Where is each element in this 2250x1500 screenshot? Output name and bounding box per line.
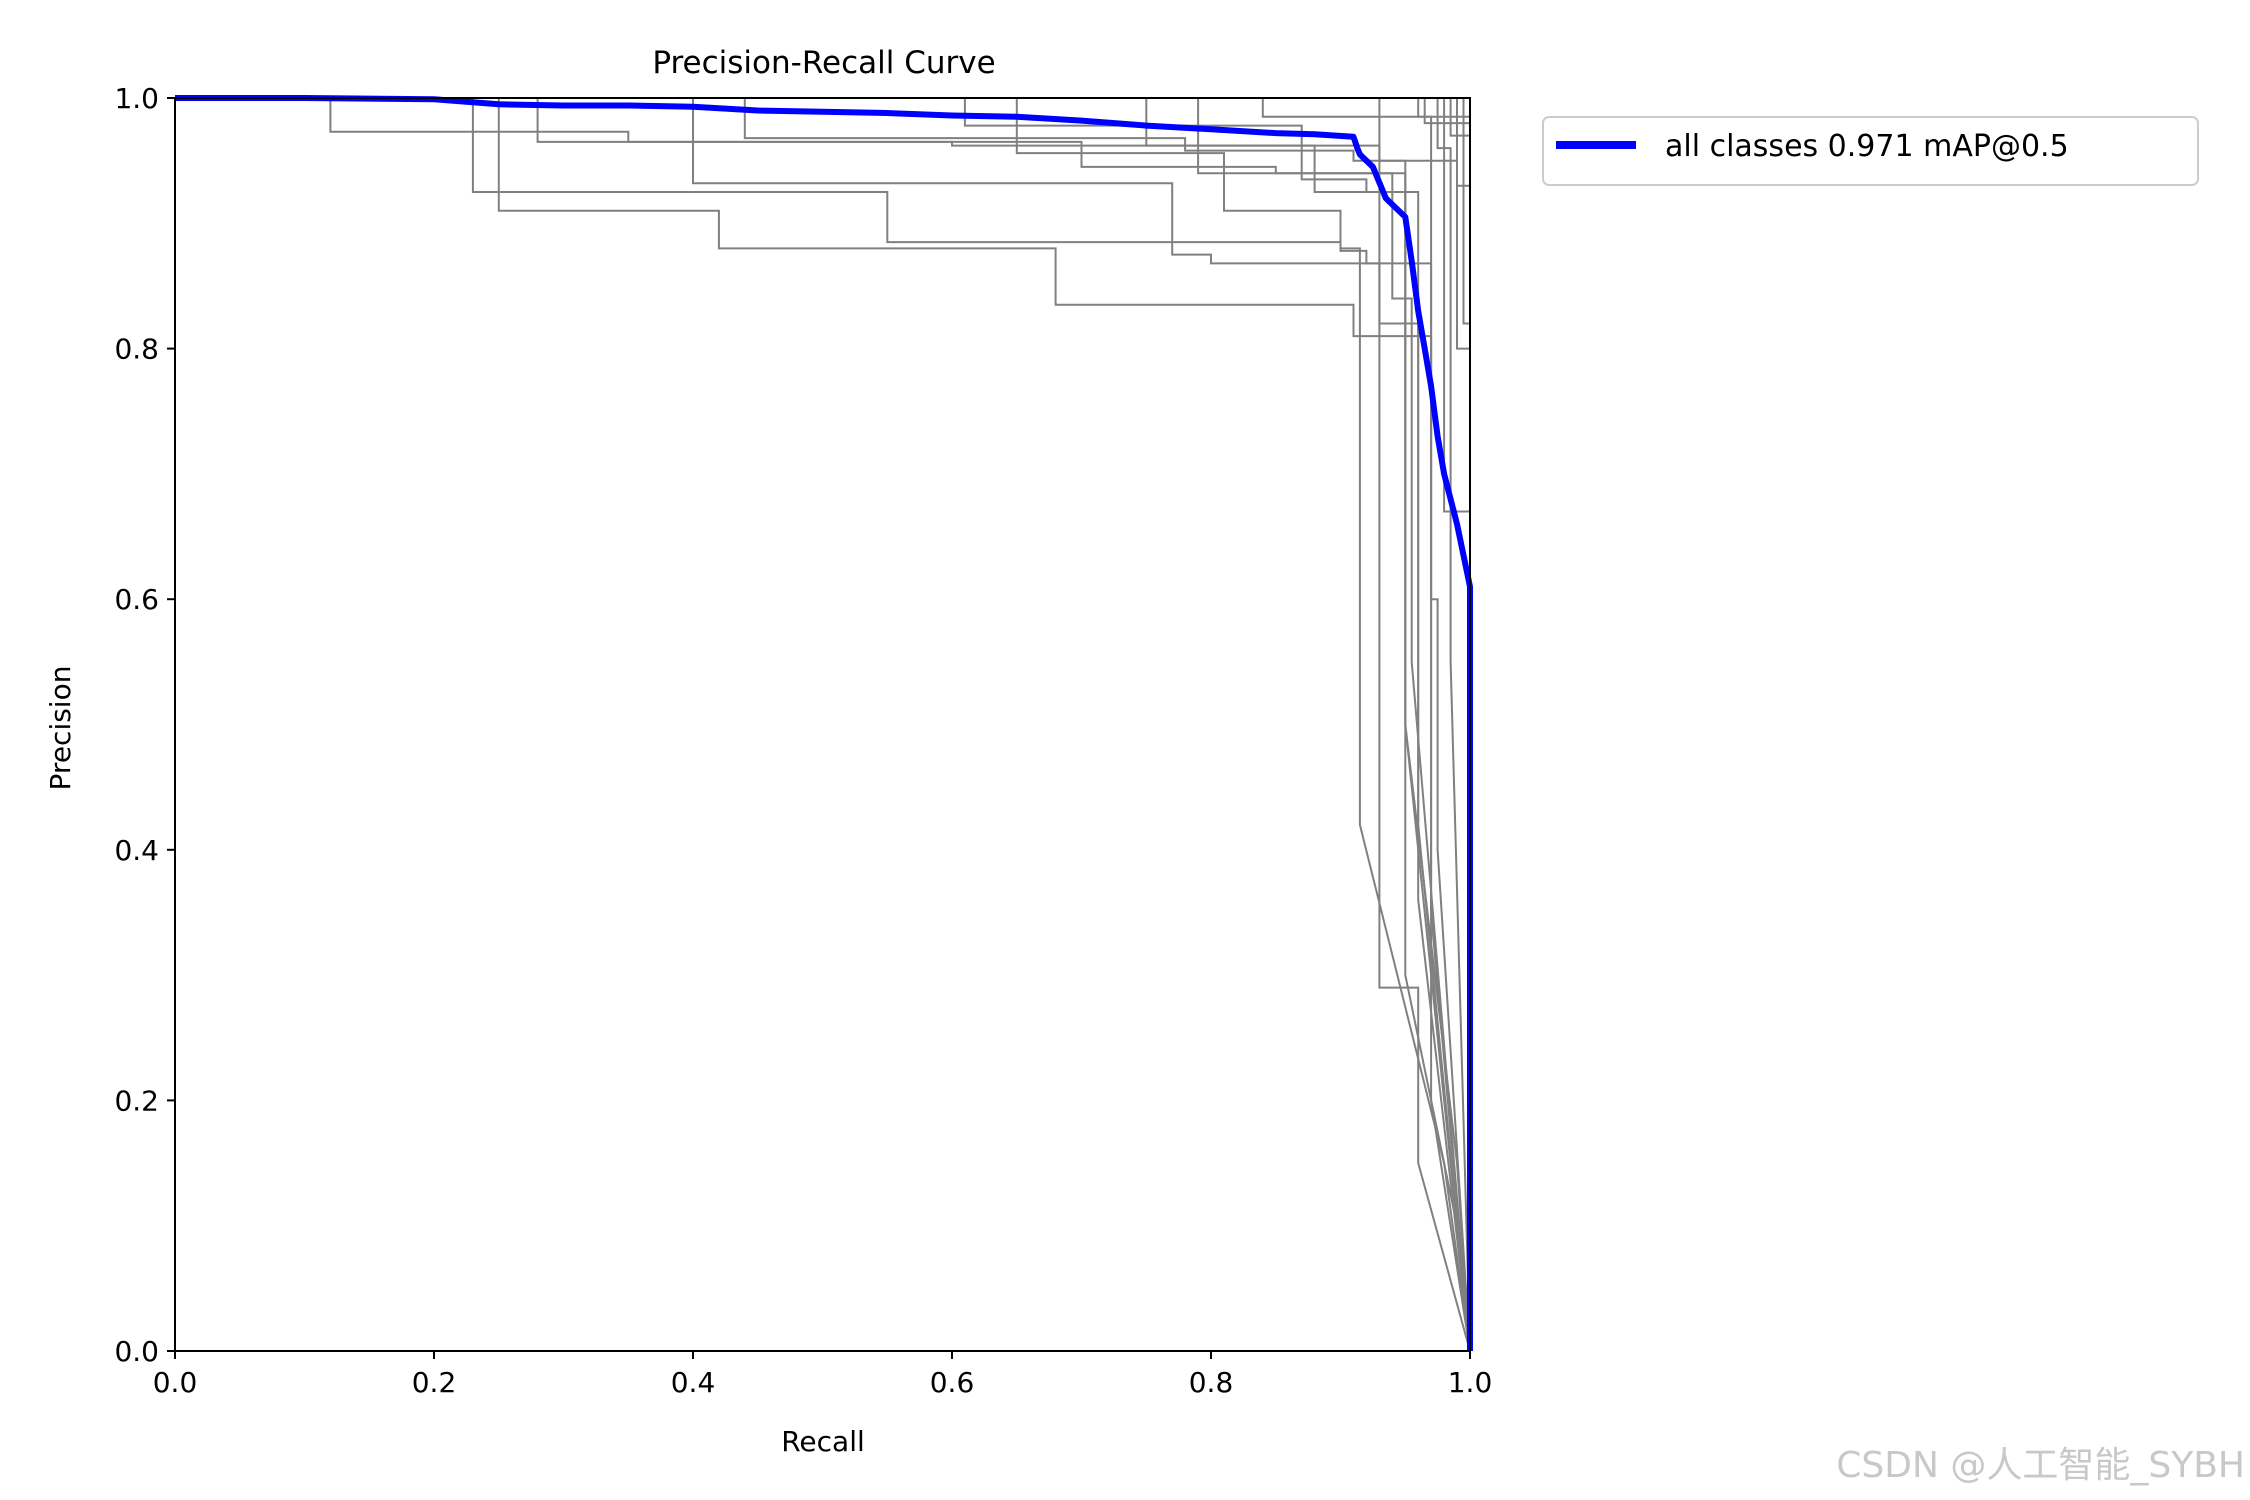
legend: all classes 0.971 mAP@0.5 [1542,116,2199,186]
class-curve-19 [175,97,1471,1352]
class-curve-7 [175,97,1471,1352]
class-curve-8 [175,97,1471,1352]
y-tick-label: 0.6 [114,583,159,616]
class-curve-11 [175,97,1471,1352]
x-tick-label: 0.8 [1189,1366,1234,1399]
all-classes-curve-group [175,95,1473,1351]
class-curves [175,97,1471,1352]
x-tick-label: 0.0 [153,1366,198,1399]
class-curve-1 [175,97,1471,1352]
y-tick-label: 0.4 [114,834,159,867]
class-curve-14 [175,97,1471,1351]
class-curve-12 [175,97,1471,1351]
y-tick-label: 0.0 [114,1335,159,1368]
all-classes-curve [175,95,1473,1351]
class-curve-10 [175,97,1471,1352]
class-curve-16 [175,97,1471,1351]
x-axis-label: Recall [781,1425,865,1458]
class-curve-6 [175,97,1471,1352]
class-curve-18 [175,97,1471,1351]
y-tick-label: 0.8 [114,333,159,366]
x-tick-label: 0.6 [930,1366,975,1399]
class-curve-3 [175,97,1471,1352]
class-curve-17 [175,97,1471,1351]
class-curve-4 [175,97,1471,1352]
class-curve-15 [175,97,1471,1351]
x-tick-label: 1.0 [1448,1366,1493,1399]
class-curve-13 [175,97,1471,1351]
class-curve-5 [175,97,1471,1352]
watermark: CSDN @人工智能_SYBH [1836,1445,2245,1486]
y-tick-label: 0.2 [114,1084,159,1117]
chart-title: Precision-Recall Curve [652,45,995,81]
x-axis-ticks: 0.0 0.2 0.4 0.6 0.8 1.0 [153,1351,1493,1399]
y-axis-ticks: 0.0 0.2 0.4 0.6 0.8 1.0 [114,82,175,1368]
legend-label-all-classes: all classes 0.971 mAP@0.5 [1665,129,2069,164]
y-axis-label: Precision [44,666,77,791]
x-tick-label: 0.2 [412,1366,457,1399]
y-tick-label: 1.0 [114,82,159,115]
class-curve-2 [175,97,1471,1352]
plot-frame [174,97,1471,1352]
x-tick-label: 0.4 [671,1366,716,1399]
class-curve-9 [175,97,1471,1352]
legend-box [1542,116,2199,186]
